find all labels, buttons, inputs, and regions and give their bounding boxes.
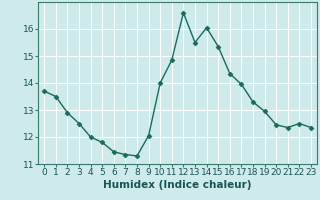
X-axis label: Humidex (Indice chaleur): Humidex (Indice chaleur) [103, 180, 252, 190]
